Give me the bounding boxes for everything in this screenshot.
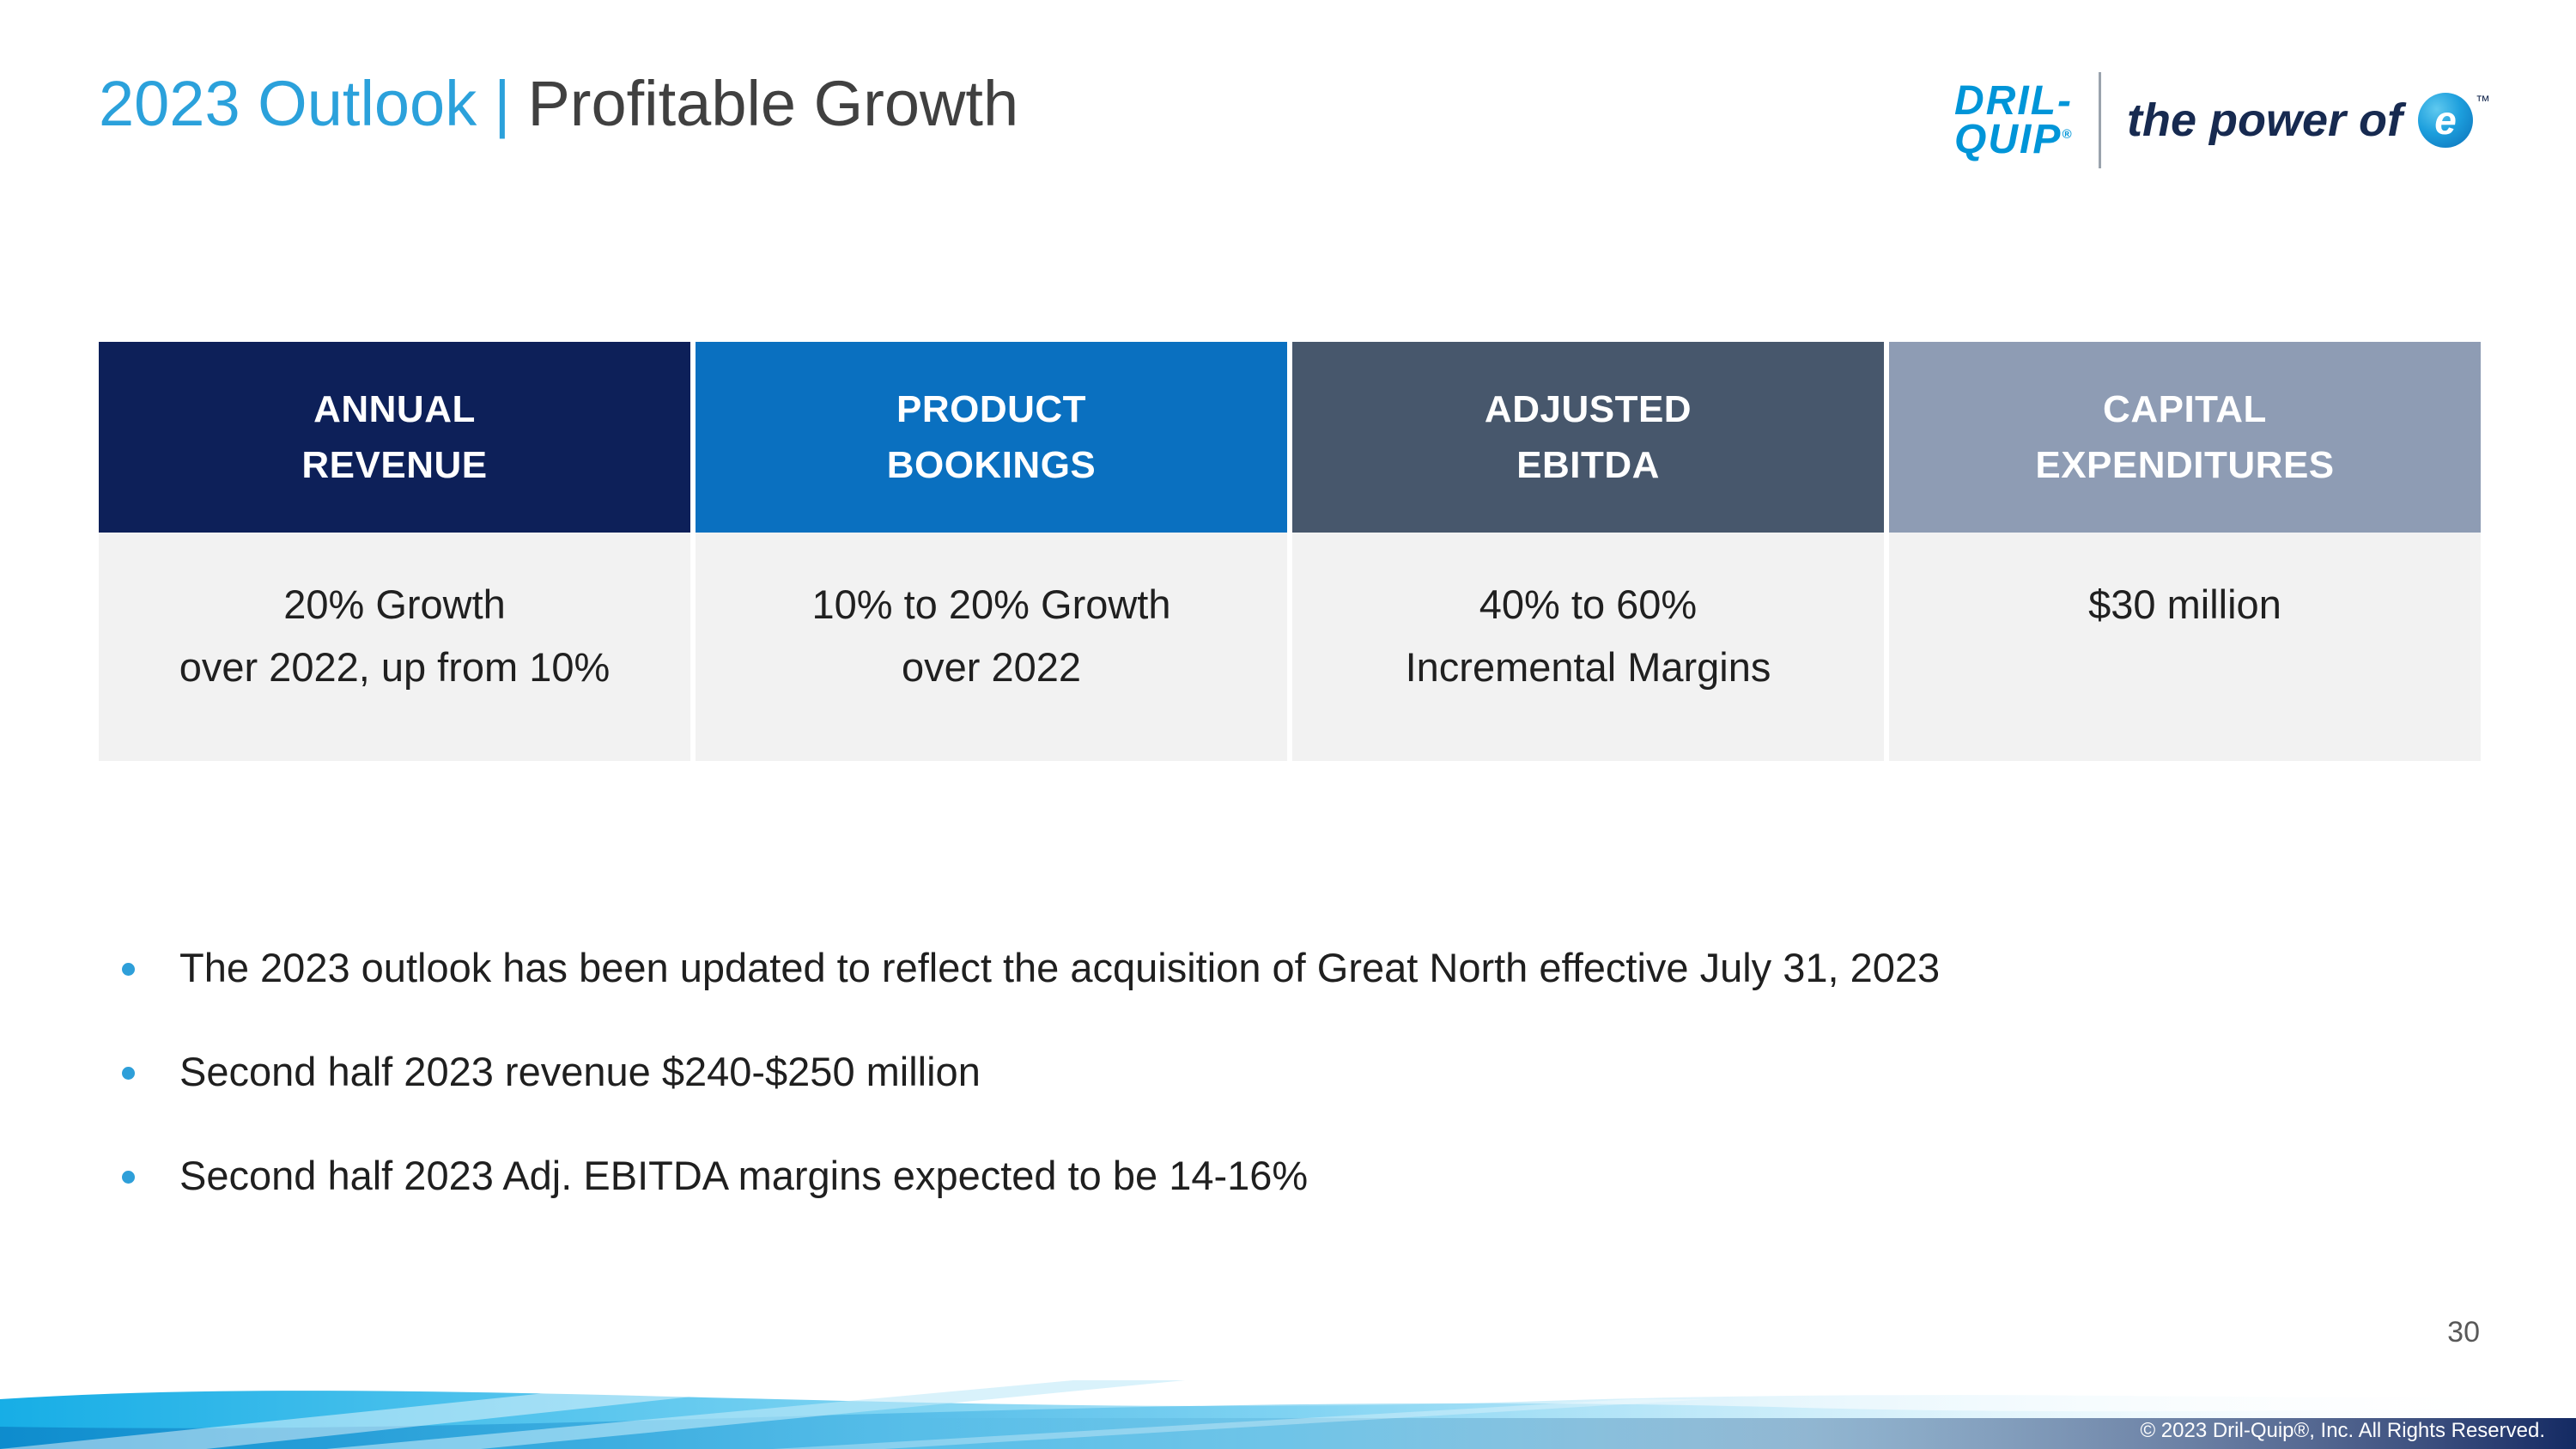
table-header-product-bookings: PRODUCT BOOKINGS bbox=[696, 342, 1287, 533]
drilquip-logo: DRIL- QUIP® bbox=[1954, 77, 2073, 162]
title-accent: 2023 Outlook bbox=[99, 68, 477, 139]
table-column-product-bookings: PRODUCT BOOKINGS 10% to 20% Growth over … bbox=[696, 342, 1287, 761]
page-number: 30 bbox=[2447, 1316, 2480, 1349]
slide-header: 2023 Outlook | Profitable Growth DRIL- QUI… bbox=[99, 67, 2490, 168]
bullet-icon bbox=[122, 1170, 135, 1184]
drilquip-logo-line1: DRIL- bbox=[1954, 77, 2073, 124]
bullet-text: The 2023 outlook has been updated to ref… bbox=[179, 945, 1941, 990]
bullet-text: Second half 2023 revenue $240-$250 milli… bbox=[179, 1048, 981, 1094]
list-item: Second half 2023 Adj. EBITDA margins exp… bbox=[112, 1151, 2464, 1202]
outlook-table: ANNUAL REVENUE 20% Growth over 2022, up … bbox=[99, 342, 2481, 761]
logo-tagline: the power of e ™ bbox=[2127, 93, 2490, 148]
table-cell-product-bookings: 10% to 20% Growth over 2022 bbox=[696, 533, 1287, 761]
drilquip-logo-line2: QUIP® bbox=[1954, 117, 2072, 162]
footer: © 2023 Dril-Quip®, Inc. All Rights Reser… bbox=[0, 1355, 2576, 1449]
trademark-mark: ™ bbox=[2476, 93, 2490, 109]
table-column-adjusted-ebitda: ADJUSTED EBITDA 40% to 60% Incremental M… bbox=[1292, 342, 1884, 761]
page-title: 2023 Outlook | Profitable Growth bbox=[99, 67, 1018, 140]
table-header-annual-revenue: ANNUAL REVENUE bbox=[99, 342, 690, 533]
table-cell-capital-expenditures: $30 million bbox=[1889, 533, 2481, 761]
brand-logo: DRIL- QUIP® the power of e ™ bbox=[1954, 67, 2490, 168]
list-item: Second half 2023 revenue $240-$250 milli… bbox=[112, 1047, 2464, 1098]
bullet-text: Second half 2023 Adj. EBITDA margins exp… bbox=[179, 1152, 1309, 1198]
table-cell-adjusted-ebitda: 40% to 60% Incremental Margins bbox=[1292, 533, 1884, 761]
power-of-e-icon: e bbox=[2418, 93, 2473, 148]
title-main: Profitable Growth bbox=[527, 68, 1019, 139]
bullet-list: The 2023 outlook has been updated to ref… bbox=[112, 943, 2464, 1254]
list-item: The 2023 outlook has been updated to ref… bbox=[112, 943, 2464, 994]
table-header-capital-expenditures: CAPITAL EXPENDITURES bbox=[1889, 342, 2481, 533]
bullet-icon bbox=[122, 1066, 135, 1080]
tagline-text: the power of bbox=[2127, 94, 2403, 146]
table-header-adjusted-ebitda: ADJUSTED EBITDA bbox=[1292, 342, 1884, 533]
title-separator: | bbox=[494, 68, 511, 139]
table-cell-annual-revenue: 20% Growth over 2022, up from 10% bbox=[99, 533, 690, 761]
table-column-annual-revenue: ANNUAL REVENUE 20% Growth over 2022, up … bbox=[99, 342, 690, 761]
logo-divider bbox=[2099, 72, 2101, 168]
table-column-capital-expenditures: CAPITAL EXPENDITURES $30 million bbox=[1889, 342, 2481, 761]
copyright-text: © 2023 Dril-Quip®, Inc. All Rights Reser… bbox=[2140, 1419, 2545, 1442]
bullet-icon bbox=[122, 963, 135, 976]
registered-mark: ® bbox=[2062, 127, 2072, 142]
